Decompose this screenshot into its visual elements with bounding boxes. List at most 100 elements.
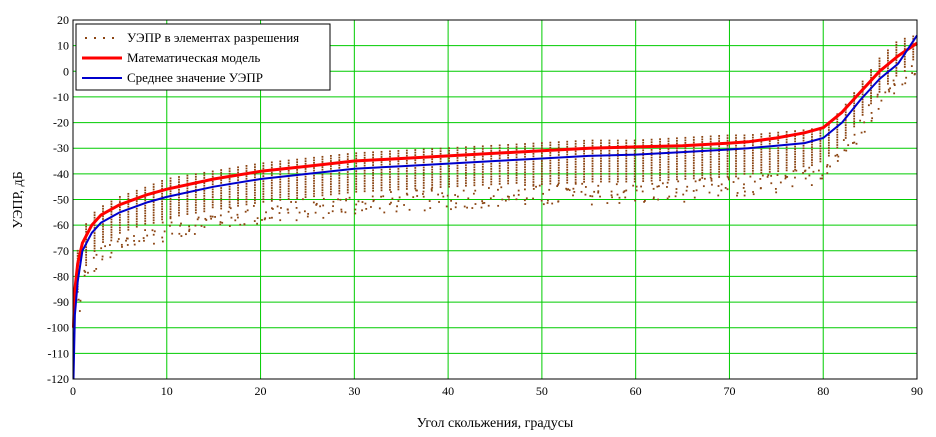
scatter-point (209, 215, 212, 218)
scatter-point (682, 193, 685, 196)
scatter-point (211, 215, 214, 218)
scatter-point (802, 129, 805, 132)
scatter-point (186, 205, 189, 208)
scatter-point (566, 174, 569, 176)
scatter-point (245, 203, 248, 206)
scatter-point (709, 171, 712, 174)
scatter-point (540, 170, 543, 173)
scatter-point (414, 151, 417, 154)
scatter-point (542, 203, 545, 206)
scatter-point (287, 164, 290, 167)
scatter-point (263, 218, 266, 221)
scatter-point (262, 193, 265, 195)
scatter-point (270, 187, 273, 189)
scatter-point (591, 170, 594, 173)
scatter-point (363, 169, 366, 172)
scatter-point (245, 198, 248, 201)
scatter-point (633, 157, 636, 160)
scatter-point (895, 59, 898, 62)
scatter-point (332, 200, 335, 203)
scatter-point (405, 185, 408, 188)
scatter-point (169, 215, 172, 218)
scatter-point (574, 165, 577, 168)
scatter-point (616, 172, 619, 175)
scatter-point (178, 196, 180, 199)
scatter-point (709, 153, 712, 156)
scatter-point (126, 237, 128, 240)
scatter-point (566, 163, 569, 166)
scatter-point (220, 179, 223, 182)
scatter-point (363, 172, 366, 175)
scatter-point (237, 197, 239, 199)
scatter-point (85, 251, 88, 254)
scatter-point (354, 212, 357, 215)
scatter-point (659, 163, 661, 166)
scatter-point (287, 190, 290, 193)
scatter-point (676, 157, 678, 160)
scatter-point (85, 256, 88, 259)
plot-border (72, 19, 918, 380)
scatter-point (397, 188, 400, 191)
x-tick-label: 20 (255, 384, 267, 398)
scatter-point (228, 167, 231, 170)
x-tick-label: 80 (817, 384, 829, 398)
scatter-point (735, 152, 737, 155)
scatter-point (203, 200, 206, 202)
scatter-point (144, 191, 147, 194)
scatter-point (474, 203, 477, 205)
scatter-point (867, 104, 870, 107)
scatter-point (346, 165, 349, 168)
scatter-point (431, 153, 434, 156)
scatter-point (138, 240, 141, 243)
scatter-point (591, 157, 594, 160)
scatter-point (194, 183, 197, 186)
scatter-point (844, 111, 847, 114)
scatter-point (583, 178, 585, 181)
scatter-point (279, 199, 282, 201)
scatter-point (397, 173, 400, 175)
scatter-point (743, 160, 746, 162)
scatter-point (735, 167, 737, 170)
scatter-point (751, 134, 754, 136)
scatter-point (254, 196, 256, 199)
scatter-point (583, 165, 585, 168)
scatter-point (701, 151, 704, 154)
scatter-point (405, 162, 408, 165)
scatter-point (811, 136, 813, 138)
scatter-point (808, 166, 811, 169)
scatter-point (768, 163, 771, 166)
scatter-point (186, 197, 189, 200)
scatter-point (287, 162, 290, 164)
scatter-point (133, 243, 136, 246)
scatter-point (903, 45, 906, 48)
scatter-point (524, 173, 526, 176)
scatter-point (549, 177, 552, 180)
scatter-point (396, 205, 398, 208)
scatter-point (557, 141, 560, 144)
scatter-point (237, 202, 239, 205)
scatter-point (794, 158, 796, 161)
scatter-point (557, 177, 560, 179)
scatter-point (296, 197, 299, 199)
scatter-point (188, 230, 191, 232)
scatter-point (498, 147, 501, 149)
scatter-point (844, 124, 847, 127)
scatter-point (853, 94, 856, 97)
scatter-point (532, 147, 535, 150)
scatter-point (811, 143, 813, 146)
scatter-point (465, 159, 467, 161)
scatter-point (363, 177, 366, 180)
scatter-point (490, 170, 493, 173)
scatter-point (389, 176, 391, 178)
scatter-point (146, 234, 149, 237)
scatter-point (178, 176, 180, 178)
scatter-point (498, 162, 501, 165)
scatter-point (405, 152, 408, 154)
scatter-point (768, 158, 771, 160)
scatter-point (270, 179, 273, 182)
legend-marker-scatter (85, 37, 114, 39)
scatter-point (214, 216, 216, 218)
scatter-point (684, 170, 687, 173)
scatter-point (329, 165, 332, 168)
scatter-point (389, 155, 391, 158)
